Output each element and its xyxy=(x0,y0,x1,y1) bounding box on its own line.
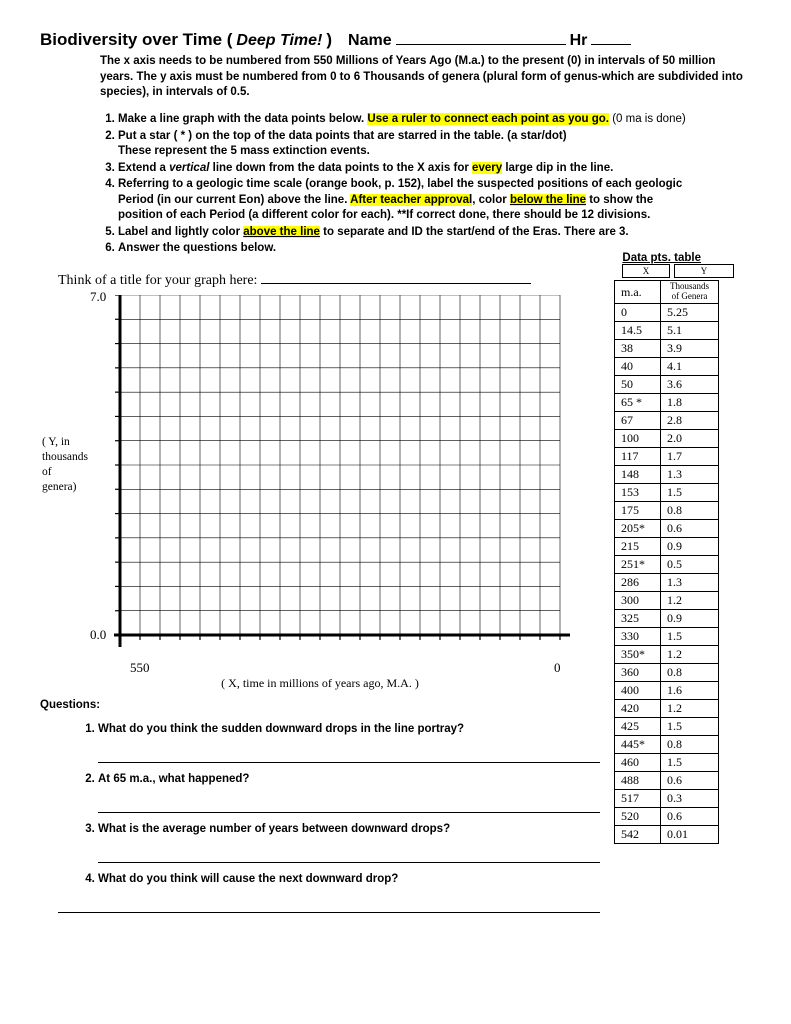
name-label: Name xyxy=(348,32,392,50)
col-genera: Thousandsof Genera xyxy=(661,281,719,304)
graph-title-prompt: Think of a title for your graph here: xyxy=(58,272,600,289)
table-row: 5420.01 xyxy=(615,825,719,843)
table-row: 2150.9 xyxy=(615,537,719,555)
y-tick-bottom: 0.0 xyxy=(90,627,106,643)
title-main: Biodiversity over Time ( xyxy=(40,30,232,50)
worksheet-title: Biodiversity over Time (Deep Time!) Name… xyxy=(40,30,751,50)
table-row: 1481.3 xyxy=(615,465,719,483)
table-row: 503.6 xyxy=(615,375,719,393)
y-header-box: Y xyxy=(674,264,734,278)
highlight-approval: After teacher approval xyxy=(350,194,472,206)
hr-label: Hr xyxy=(570,32,588,50)
table-header-row: m.a. Thousandsof Genera xyxy=(615,281,719,304)
title-close: ) xyxy=(326,30,332,50)
table-row: 251*0.5 xyxy=(615,555,719,573)
table-row: 3301.5 xyxy=(615,627,719,645)
y-axis-label: ( Y, in thousands of genera) xyxy=(42,435,88,495)
xy-header: X Y xyxy=(622,264,744,278)
table-row: 1171.7 xyxy=(615,447,719,465)
x-header-box: X xyxy=(622,264,670,278)
x-tick-left: 550 xyxy=(130,660,150,676)
table-row: 4251.5 xyxy=(615,717,719,735)
x-axis-label: ( X, time in millions of years ago, M.A.… xyxy=(100,676,540,691)
table-row: 672.8 xyxy=(615,411,719,429)
question-1: What do you think the sudden downward dr… xyxy=(98,723,600,763)
chart-grid xyxy=(100,295,570,655)
questions-list: What do you think the sudden downward dr… xyxy=(80,723,600,913)
title-deep: Deep Time! xyxy=(236,32,322,50)
table-row: 1750.8 xyxy=(615,501,719,519)
highlight-every: every xyxy=(472,162,502,174)
highlight-below: below the line xyxy=(510,194,586,206)
table-row: 2861.3 xyxy=(615,573,719,591)
answer-line-4[interactable] xyxy=(58,899,600,913)
data-table: m.a. Thousandsof Genera 05.2514.55.1383.… xyxy=(614,280,719,844)
instruction-1: Make a line graph with the data points b… xyxy=(118,112,751,128)
table-row: 383.9 xyxy=(615,339,719,357)
table-row: 4601.5 xyxy=(615,753,719,771)
instructions-list: Make a line graph with the data points b… xyxy=(100,112,751,257)
x-tick-right: 0 xyxy=(554,660,561,676)
questions-header: Questions: xyxy=(40,699,600,711)
y-tick-top: 7.0 xyxy=(90,289,106,305)
table-row: 14.55.1 xyxy=(615,321,719,339)
highlight-above: above the line xyxy=(243,226,320,238)
graph-title-input-line[interactable] xyxy=(261,272,531,284)
instruction-2: Put a star ( * ) on the top of the data … xyxy=(118,129,751,160)
table-row: 5200.6 xyxy=(615,807,719,825)
instruction-3: Extend a vertical line down from the dat… xyxy=(118,161,751,177)
table-row: 404.1 xyxy=(615,357,719,375)
intro-paragraph: The x axis needs to be numbered from 550… xyxy=(100,54,751,101)
table-row: 4201.2 xyxy=(615,699,719,717)
table-row: 3600.8 xyxy=(615,663,719,681)
table-row: 1531.5 xyxy=(615,483,719,501)
chart-area: ( Y, in thousands of genera) 7.0 0.0 550… xyxy=(100,295,600,691)
table-row: 3250.9 xyxy=(615,609,719,627)
table-row: 5170.3 xyxy=(615,789,719,807)
table-row: 65 *1.8 xyxy=(615,393,719,411)
table-row: 4880.6 xyxy=(615,771,719,789)
hr-input-line[interactable] xyxy=(591,31,631,45)
col-ma: m.a. xyxy=(615,281,661,304)
answer-line-1[interactable] xyxy=(98,749,600,763)
table-row: 350*1.2 xyxy=(615,645,719,663)
instruction-4: Referring to a geologic time scale (oran… xyxy=(118,177,751,224)
answer-line-3[interactable] xyxy=(98,849,600,863)
table-row: 05.25 xyxy=(615,303,719,321)
question-2: At 65 m.a., what happened? xyxy=(98,773,600,813)
highlight-ruler: Use a ruler to connect each point as you… xyxy=(367,113,609,125)
table-row: 445*0.8 xyxy=(615,735,719,753)
table-row: 1002.0 xyxy=(615,429,719,447)
question-4: What do you think will cause the next do… xyxy=(98,873,600,913)
table-row: 3001.2 xyxy=(615,591,719,609)
question-3: What is the average number of years betw… xyxy=(98,823,600,863)
table-row: 4001.6 xyxy=(615,681,719,699)
answer-line-2[interactable] xyxy=(98,799,600,813)
instruction-5: Label and lightly color above the line t… xyxy=(118,225,751,241)
table-row: 205*0.6 xyxy=(615,519,719,537)
name-input-line[interactable] xyxy=(396,31,566,45)
